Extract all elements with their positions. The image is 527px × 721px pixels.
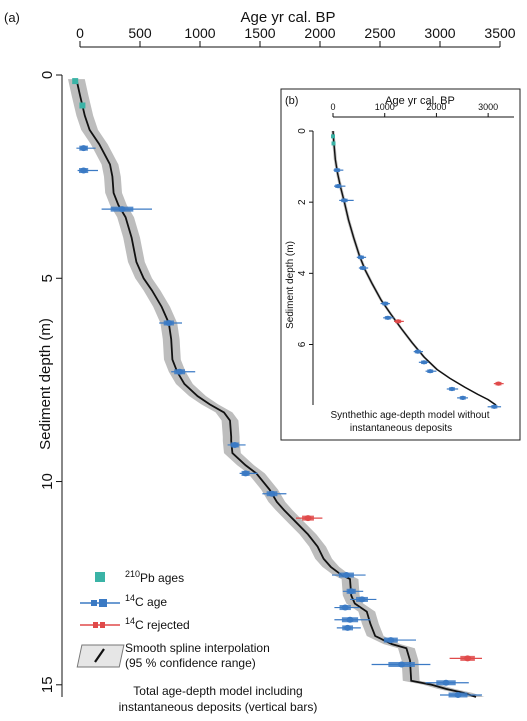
c14-age-point [346, 616, 354, 623]
legend-c14-marker-2 [99, 599, 107, 607]
x-tick-label: 2500 [364, 25, 395, 41]
legend-rejected-marker [93, 622, 98, 628]
x-tick-label: 1500 [244, 25, 275, 41]
inset-x-axis: 0 1000 2000 3000 [330, 102, 498, 117]
legend-rejected-label: 14C rejected [125, 616, 190, 632]
c14-rejected-point [304, 515, 312, 522]
y-axis: 0 5 10 15 [39, 71, 63, 697]
c14-age-point [387, 637, 395, 644]
inset-x-axis-title: Age yr cal. BP [385, 95, 455, 107]
dating-points-group [72, 78, 482, 698]
pb210-age-point [79, 102, 86, 109]
c14-age-point [421, 360, 427, 365]
annotation-line-2: instantaneous deposits (vertical bars) [119, 700, 318, 714]
c14-age-point [460, 395, 466, 400]
c14-rejected-point [496, 381, 501, 386]
c14-age-point [385, 315, 391, 320]
legend: 210Pb ages 14C age 14C rejected Smooth s… [76, 569, 270, 670]
pb210-age-point [72, 78, 79, 85]
inset-caption-1: Synthethic age-depth model without [331, 410, 490, 421]
legend-spline-label-2: (95 % confidence range) [125, 656, 256, 670]
x-tick-label: 3000 [478, 102, 498, 112]
c14-age-point [398, 661, 406, 668]
x-tick-label: 3500 [484, 25, 515, 41]
y-tick-label: 10 [39, 473, 56, 490]
c14-age-point [347, 588, 355, 595]
c14-age-point [231, 441, 239, 448]
c14-age-point [268, 490, 276, 497]
c14-age-point [382, 301, 388, 306]
c14-rejected-point [464, 655, 472, 662]
panel-b-inset: (b) Age yr cal. BP Sediment depth (m) 0 1… [280, 88, 521, 441]
legend-pb210-swatch [95, 572, 105, 582]
c14-age-point [334, 168, 340, 173]
x-tick-label: 0 [76, 25, 84, 41]
pb210-age-point [331, 141, 336, 146]
c14-rejected-point [395, 319, 401, 324]
model-line [332, 130, 497, 406]
legend-spline-line [94, 648, 105, 663]
panel-a-label: (a) [4, 10, 20, 25]
annotation-line-1: Total age-depth model including [133, 684, 302, 698]
pb210-age-point [331, 134, 335, 139]
x-tick-label: 0 [330, 102, 335, 112]
legend-c14-label: 14C age [125, 593, 167, 609]
c14-age-point [415, 349, 421, 354]
inset-caption-2: instantaneous deposits [350, 423, 452, 434]
y-tick-label: 2 [297, 199, 308, 205]
c14-age-point [344, 624, 352, 631]
panel-b-label: (b) [285, 95, 298, 107]
y-tick-label: 5 [39, 274, 56, 282]
legend-c14-marker [91, 600, 97, 606]
c14-age-point [165, 319, 173, 326]
x-tick-label: 2000 [304, 25, 335, 41]
c14-age-point [80, 145, 88, 152]
c14-age-point [80, 167, 88, 174]
c14-age-point [360, 265, 366, 271]
y-tick-label: 15 [39, 676, 56, 693]
inset-y-axis-title: Sediment depth (m) [285, 241, 296, 329]
x-tick-label: 2000 [426, 102, 446, 112]
c14-age-point [358, 255, 364, 260]
x-axis-title: Age yr cal. BP [240, 9, 335, 26]
c14-age-point [341, 604, 349, 611]
inset-dating-points-group [331, 134, 504, 409]
inset-y-axis: 0 2 4 6 [297, 128, 313, 347]
c14-age-point [176, 368, 184, 375]
c14-age-point [427, 369, 433, 374]
x-tick-label: 3000 [424, 25, 455, 41]
legend-spline-label-1: Smooth spline interpolation [125, 641, 270, 655]
c14-age-point [442, 679, 450, 686]
legend-spline-swatch [76, 644, 125, 668]
y-axis-title: Sediment depth (m) [37, 318, 54, 450]
x-tick-label: 500 [128, 25, 152, 41]
c14-age-point [242, 470, 250, 477]
c14-age-point [449, 386, 455, 392]
c14-age-point [342, 572, 350, 579]
c14-age-point [335, 184, 341, 189]
x-tick-label: 1000 [184, 25, 215, 41]
inset-frame [280, 88, 521, 441]
x-tick-label: 1000 [375, 102, 395, 112]
c14-age-point [454, 691, 462, 698]
panel-a: (a) Age yr cal. BP Sediment depth (m) 0 5… [4, 9, 516, 714]
c14-age-point [341, 198, 347, 203]
c14-age-point [118, 206, 126, 213]
inset-model-line-group [332, 130, 497, 406]
y-tick-label: 4 [297, 270, 308, 276]
x-axis: 0 500 1000 1500 2000 2500 3000 3500 [76, 25, 516, 48]
c14-age-point [491, 404, 497, 409]
y-tick-label: 0 [39, 71, 56, 79]
legend-rejected-marker-2 [100, 622, 105, 628]
c14-age-point [358, 596, 366, 603]
legend-pb210-label: 210Pb ages [125, 569, 184, 585]
y-tick-label: 0 [297, 128, 308, 134]
y-tick-label: 6 [297, 341, 308, 347]
